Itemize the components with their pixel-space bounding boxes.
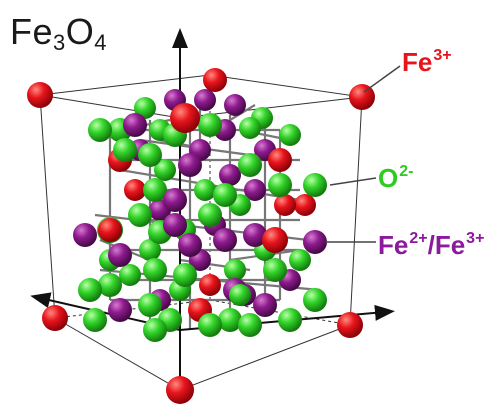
oxygen-atom (303, 173, 327, 197)
oxygen-atom (289, 249, 311, 271)
chemical-formula: Fe3O4 (10, 11, 108, 55)
fe-mixed-atom (178, 233, 202, 257)
oxygen-atom (138, 143, 162, 167)
fe-mixed-atom (243, 223, 267, 247)
oxygen-atom (113, 138, 137, 162)
oxygen-atom (78, 278, 102, 302)
fe3-atom (203, 68, 227, 92)
oxygen-atom (88, 118, 112, 142)
label-oxygen-2-minus: O2- (378, 163, 414, 193)
oxygen-atom (143, 178, 167, 202)
fe-mixed-atom (178, 153, 202, 177)
fe-mixed-atom (253, 293, 277, 317)
fe3-atom (349, 84, 375, 110)
oxygen-atom (279, 124, 301, 146)
oxygen-atom (278, 308, 302, 332)
fe-mixed-atom (224, 94, 246, 116)
oxygen-atom (143, 258, 167, 282)
label-fe3-plus: Fe3+ (402, 47, 452, 77)
fe3-atom (27, 82, 53, 108)
fe-mixed-atom (219, 164, 241, 186)
fe-mixed-atom (163, 188, 187, 212)
fe-mixed-atom (73, 223, 97, 247)
fe3-atom (268, 148, 292, 172)
oxygen-atom (198, 313, 222, 337)
oxygen-atom (128, 203, 152, 227)
oxygen-atom (263, 258, 287, 282)
fe-mixed-atom (213, 228, 237, 252)
fe-mixed-atom (303, 230, 327, 254)
fe3-atom (170, 103, 200, 133)
oxygen-atom (303, 288, 327, 312)
oxygen-atom (238, 313, 262, 337)
fe-mixed-atom (194, 89, 216, 111)
fe-mixed-atom (244, 179, 266, 201)
oxygen-atom (138, 293, 162, 317)
fe-mixed-atom (163, 213, 187, 237)
oxygen-atom (194, 179, 216, 201)
fe3-atom (262, 227, 288, 253)
oxygen-atom (218, 308, 242, 332)
fe-mixed-atom (123, 113, 147, 137)
fe-mixed-atom (108, 298, 132, 322)
fe-mixed-atom (108, 243, 132, 267)
fe3-atom (98, 218, 122, 242)
oxygen-atom (229, 284, 251, 306)
fe3-atom (294, 194, 316, 216)
oxygen-atom (154, 159, 176, 181)
oxygen-atom (98, 273, 122, 297)
oxygen-atom (238, 153, 262, 177)
oxygen-atom (83, 308, 107, 332)
label-fe2-fe3-mixed: Fe2+/Fe3+ (378, 230, 485, 260)
label-leaders (325, 65, 401, 243)
atom-spheres (27, 68, 375, 404)
fe3-atom (274, 194, 296, 216)
fe3-atom (166, 376, 194, 404)
fe3-atom (337, 312, 363, 338)
fe3-atom (42, 305, 68, 331)
oxygen-atom (143, 318, 167, 342)
oxygen-atom (213, 183, 237, 207)
fe3-atom (124, 179, 146, 201)
oxygen-atom (239, 117, 261, 139)
oxygen-atom (119, 264, 141, 286)
oxygen-atom (134, 97, 156, 119)
oxygen-atom (173, 263, 197, 287)
oxygen-atom (224, 259, 246, 281)
oxygen-atom (139, 239, 161, 261)
oxygen-atom (198, 113, 222, 137)
oxygen-atom (268, 173, 292, 197)
fe3-atom (199, 274, 221, 296)
oxygen-atom (198, 203, 222, 227)
